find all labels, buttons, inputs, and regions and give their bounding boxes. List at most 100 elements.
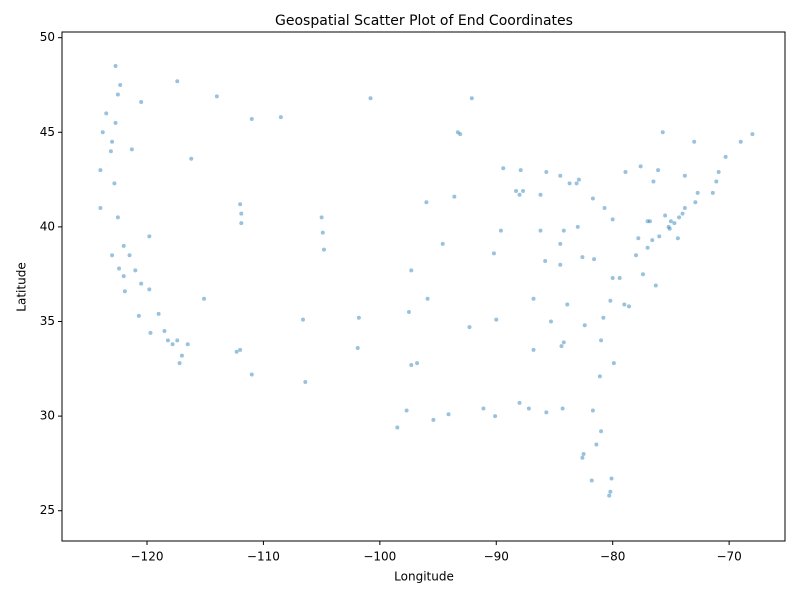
- point: [589, 478, 594, 483]
- point: [165, 338, 170, 343]
- point: [368, 96, 373, 101]
- point: [611, 361, 616, 366]
- point: [452, 194, 457, 199]
- chart-title: Geospatial Scatter Plot of End Coordinat…: [275, 13, 573, 29]
- point: [514, 188, 519, 193]
- point: [622, 302, 627, 307]
- point: [122, 289, 127, 294]
- point: [608, 489, 613, 494]
- point: [214, 94, 219, 99]
- point: [657, 234, 662, 239]
- point: [559, 344, 564, 349]
- point: [544, 410, 549, 415]
- point: [666, 224, 671, 229]
- point: [147, 287, 152, 292]
- point: [633, 253, 638, 258]
- point: [98, 205, 103, 210]
- point: [710, 190, 715, 195]
- point: [580, 455, 585, 460]
- point: [558, 241, 563, 246]
- point: [494, 317, 499, 322]
- y-tick-label: 30: [40, 409, 55, 423]
- point: [115, 92, 120, 97]
- point: [395, 425, 400, 430]
- point: [560, 406, 565, 411]
- point: [133, 268, 138, 273]
- point: [239, 211, 244, 216]
- point: [156, 311, 161, 316]
- point: [179, 353, 184, 358]
- point: [561, 340, 566, 345]
- point: [139, 281, 144, 286]
- point: [675, 236, 680, 241]
- point: [544, 170, 549, 175]
- point: [599, 338, 604, 343]
- point: [501, 166, 506, 171]
- point: [667, 226, 672, 231]
- point: [202, 296, 207, 301]
- point: [521, 188, 526, 193]
- point: [580, 255, 585, 260]
- point: [127, 253, 132, 258]
- point: [682, 173, 687, 178]
- point: [601, 315, 606, 320]
- point: [356, 315, 361, 320]
- point: [249, 117, 254, 122]
- x-tick-label: −120: [131, 550, 164, 564]
- point: [531, 296, 536, 301]
- point: [626, 304, 631, 309]
- point: [239, 221, 244, 226]
- point: [716, 170, 721, 175]
- point: [576, 177, 581, 182]
- point: [117, 266, 122, 271]
- x-tick-label: −110: [247, 550, 280, 564]
- point: [680, 211, 685, 216]
- y-tick-label: 50: [40, 30, 55, 44]
- point: [538, 228, 543, 233]
- point: [321, 247, 326, 252]
- point: [493, 414, 498, 419]
- y-tick-label: 40: [40, 219, 55, 233]
- point: [645, 219, 650, 224]
- point: [574, 181, 579, 186]
- point: [121, 274, 126, 279]
- point: [319, 215, 324, 220]
- point: [610, 275, 615, 280]
- point: [189, 156, 194, 161]
- point: [645, 245, 650, 250]
- point: [409, 363, 414, 368]
- point: [129, 147, 134, 152]
- point: [467, 325, 472, 330]
- point: [617, 275, 622, 280]
- point: [565, 302, 570, 307]
- point: [640, 272, 645, 277]
- point: [517, 400, 522, 405]
- point: [693, 200, 698, 205]
- point: [582, 323, 587, 328]
- point: [609, 476, 614, 481]
- point: [469, 96, 474, 101]
- point: [636, 236, 641, 241]
- point: [610, 217, 615, 222]
- point: [148, 330, 153, 335]
- x-tick-label: −100: [363, 550, 396, 564]
- y-tick-label: 45: [40, 125, 55, 139]
- point: [538, 192, 543, 197]
- point: [656, 168, 661, 173]
- point: [558, 262, 563, 267]
- point: [594, 442, 599, 447]
- point: [650, 238, 655, 243]
- plot-frame: [61, 31, 786, 542]
- point: [581, 451, 586, 456]
- point: [668, 219, 673, 224]
- point: [278, 115, 283, 120]
- point: [750, 132, 755, 137]
- point: [446, 412, 451, 417]
- point: [663, 213, 668, 218]
- point: [695, 190, 700, 195]
- point: [567, 181, 572, 186]
- point: [185, 342, 190, 347]
- x-tick-label: −80: [600, 550, 625, 564]
- point: [406, 310, 411, 315]
- x-axis-label: Longitude: [394, 570, 454, 584]
